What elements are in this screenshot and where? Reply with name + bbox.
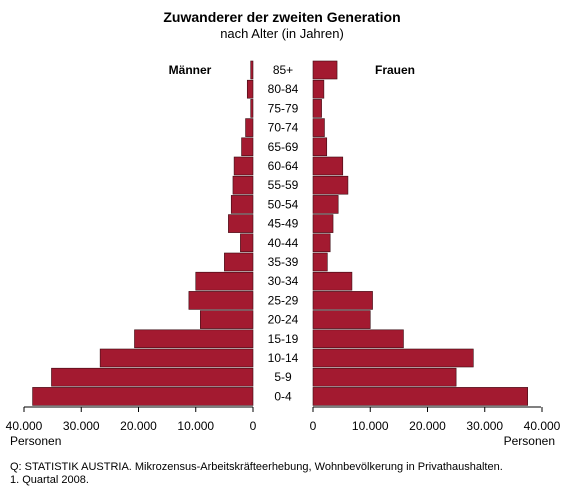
male-bars [32, 60, 254, 406]
bar-female-0-4 [312, 387, 528, 406]
source-note: Q: STATISTIK AUSTRIA. Mikrozensus-Arbeit… [10, 461, 503, 487]
left-side-label: Männer [169, 63, 212, 77]
left-tick-label: 10.000 [177, 419, 214, 433]
bar-female-75-79 [312, 99, 322, 118]
right-tick-label: 10.000 [352, 419, 389, 433]
bar-male-15-19 [134, 329, 254, 349]
left-tick-label: 30.000 [63, 419, 100, 433]
age-label-65-69: 65-69 [268, 140, 299, 154]
age-label-60-64: 60-64 [268, 159, 299, 173]
chart-subtitle: nach Alter (in Jahren) [220, 26, 344, 41]
left-unit-label: Personen [10, 434, 61, 448]
bar-male-25-29 [188, 291, 254, 310]
bar-male-5-9 [51, 367, 254, 387]
bar-female-60-64 [312, 156, 344, 176]
bar-male-10-14 [99, 348, 254, 368]
chart-title: Zuwanderer der zweiten Generation [163, 9, 400, 25]
left-tick-label: 20.000 [120, 419, 157, 433]
bar-male-85+ [250, 60, 254, 80]
bar-female-70-74 [312, 118, 325, 137]
age-label-5-9: 5-9 [274, 370, 292, 384]
age-label-80-84: 80-84 [268, 82, 299, 96]
bar-male-60-64 [233, 156, 254, 176]
bar-female-30-34 [312, 271, 353, 291]
right-tick-label: 20.000 [409, 419, 446, 433]
bar-male-55-59 [232, 175, 254, 195]
bar-female-80-84 [312, 79, 325, 99]
right-tick-label: 40.000 [524, 419, 561, 433]
left-tick-label: 0 [250, 419, 257, 433]
source-line-1: Q: STATISTIK AUSTRIA. Mikrozensus-Arbeit… [10, 461, 503, 473]
bar-male-30-34 [195, 271, 254, 291]
right-unit-label: Personen [504, 434, 555, 448]
age-label-85+: 85+ [273, 63, 293, 77]
bar-female-50-54 [312, 195, 339, 214]
bar-female-25-29 [312, 291, 373, 310]
bar-female-15-19 [312, 329, 404, 349]
age-group-labels: 85+ 80-84 75-79 70-74 65-69 60-64 55-59 50-54 45… [268, 63, 299, 403]
age-label-15-19: 15-19 [268, 332, 299, 346]
age-label-10-14: 10-14 [268, 351, 299, 365]
age-label-30-34: 30-34 [268, 274, 299, 288]
age-label-55-59: 55-59 [268, 178, 299, 192]
age-label-0-4: 0-4 [274, 389, 292, 403]
bar-female-40-44 [312, 233, 331, 253]
age-label-70-74: 70-74 [268, 121, 299, 135]
left-tick-label: 40.000 [6, 419, 43, 433]
axis-ticks: 40.000 30.000 20.000 10.000 0 0 10.000 20.000 30… [6, 407, 561, 433]
bar-female-5-9 [312, 367, 457, 387]
bar-male-65-69 [241, 137, 254, 157]
age-label-35-39: 35-39 [268, 255, 299, 269]
bar-female-65-69 [312, 137, 328, 157]
age-label-40-44: 40-44 [268, 236, 299, 250]
age-label-75-79: 75-79 [268, 101, 299, 115]
bar-male-45-49 [228, 214, 254, 233]
right-tick-label: 0 [310, 419, 317, 433]
age-label-50-54: 50-54 [268, 197, 299, 211]
bar-female-20-24 [312, 310, 371, 329]
bar-male-20-24 [200, 310, 254, 329]
bar-male-35-39 [224, 252, 254, 272]
female-bars [312, 60, 528, 406]
bar-female-85+ [312, 60, 338, 80]
right-side-label: Frauen [375, 63, 415, 77]
bar-male-75-79 [250, 99, 254, 118]
bar-female-35-39 [312, 252, 328, 272]
bar-male-0-4 [32, 387, 254, 406]
bar-male-70-74 [245, 118, 254, 137]
source-line-2: 1. Quartal 2008. [10, 474, 89, 486]
bar-male-80-84 [246, 79, 254, 99]
bar-female-10-14 [312, 348, 474, 368]
age-label-45-49: 45-49 [268, 217, 299, 231]
age-label-20-24: 20-24 [268, 313, 299, 327]
bar-male-50-54 [230, 195, 254, 214]
bar-male-40-44 [240, 233, 254, 253]
bar-female-55-59 [312, 175, 349, 195]
right-tick-label: 30.000 [466, 419, 503, 433]
bar-female-45-49 [312, 214, 334, 233]
age-label-25-29: 25-29 [268, 293, 299, 307]
population-pyramid-chart: Zuwanderer der zweiten Generation nach A… [6, 9, 561, 448]
